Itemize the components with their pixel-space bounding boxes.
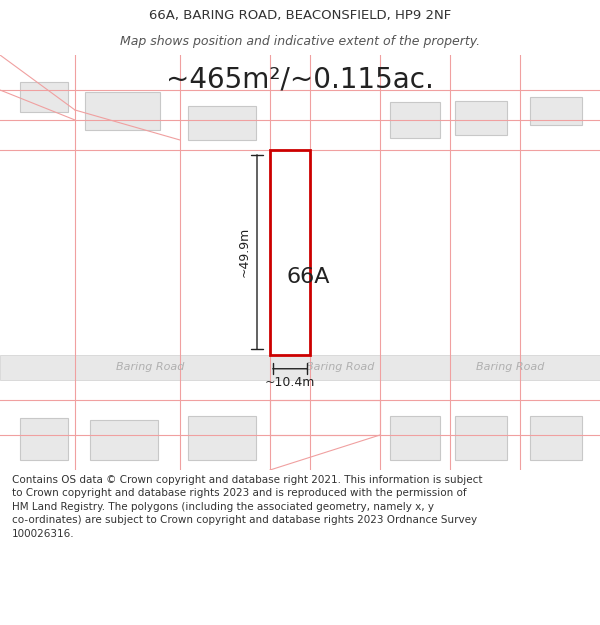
Text: Baring Road: Baring Road	[306, 362, 374, 372]
Text: Baring Road: Baring Road	[476, 362, 544, 372]
Text: 66A, BARING ROAD, BEACONSFIELD, HP9 2NF: 66A, BARING ROAD, BEACONSFIELD, HP9 2NF	[149, 9, 451, 22]
Text: Contains OS data © Crown copyright and database right 2021. This information is : Contains OS data © Crown copyright and d…	[12, 474, 482, 539]
Bar	[85, 92, 160, 130]
Bar	[530, 97, 582, 125]
Text: ~465m²/~0.115ac.: ~465m²/~0.115ac.	[166, 66, 434, 94]
Text: ~10.4m: ~10.4m	[265, 376, 315, 389]
Bar	[455, 101, 507, 135]
Bar	[20, 418, 68, 460]
Bar	[390, 416, 440, 460]
Bar	[90, 420, 158, 460]
Text: ~49.9m: ~49.9m	[238, 227, 251, 277]
Text: 66A: 66A	[286, 267, 330, 287]
Bar	[390, 102, 440, 138]
Text: Baring Road: Baring Road	[116, 362, 184, 372]
Bar	[188, 416, 256, 460]
Bar	[455, 416, 507, 460]
Bar	[188, 106, 256, 140]
Bar	[530, 416, 582, 460]
Bar	[0, 355, 600, 380]
Text: Map shows position and indicative extent of the property.: Map shows position and indicative extent…	[120, 35, 480, 48]
Bar	[270, 150, 310, 355]
Bar	[20, 82, 68, 112]
